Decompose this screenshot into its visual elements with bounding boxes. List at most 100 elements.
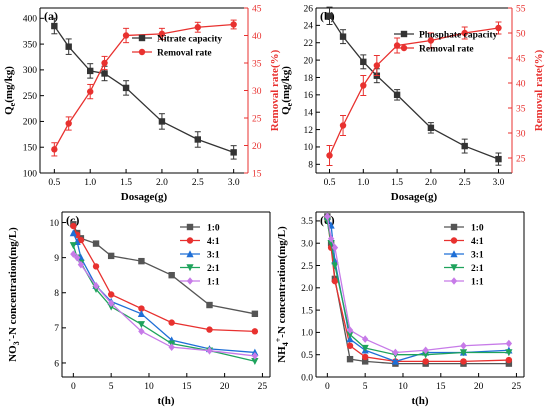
- data-point: [122, 32, 130, 39]
- legend-label: 1:1: [207, 278, 220, 288]
- y-tick-label: 200: [23, 118, 38, 128]
- y2-tick-label: 50: [516, 29, 526, 39]
- data-point: [69, 229, 77, 237]
- data-point: [158, 118, 166, 125]
- legend-marker: [186, 250, 194, 258]
- legend-label: Removal rate: [419, 45, 474, 55]
- data-point: [251, 348, 259, 356]
- data-point: [346, 355, 354, 363]
- y-title-sub: e: [285, 102, 294, 106]
- data-point: [73, 231, 81, 239]
- y-tick-label: 1.5: [301, 306, 313, 316]
- data-point: [361, 335, 369, 343]
- series-line: [53, 25, 234, 153]
- y-tick-label: 20: [304, 56, 314, 66]
- y-title-main: NO: [7, 345, 19, 362]
- y-tick-label: 400: [23, 15, 38, 25]
- series-line: [53, 23, 234, 150]
- data-point: [77, 253, 85, 261]
- data-point: [326, 152, 333, 159]
- legend-marker: [450, 237, 458, 244]
- data-point: [107, 299, 115, 308]
- y-tick-label: 16: [304, 91, 314, 101]
- x-tick-label: 15: [182, 382, 192, 392]
- data-point: [251, 358, 259, 366]
- legend-marker: [450, 264, 458, 272]
- data-point: [194, 24, 201, 31]
- data-point: [361, 358, 369, 365]
- series-line: [72, 224, 255, 315]
- series-line: [72, 232, 255, 354]
- data-point: [460, 358, 467, 365]
- legend-marker: [186, 237, 194, 244]
- data-point: [137, 321, 146, 329]
- data-point: [194, 136, 201, 143]
- data-point: [461, 29, 468, 37]
- y2-tick-label: 25: [252, 114, 262, 124]
- data-point: [92, 281, 100, 290]
- data-point: [422, 346, 429, 355]
- legend: 1:0 4:1 3:1 2:1 1:1: [444, 224, 484, 288]
- legend-marker: [186, 277, 194, 285]
- series-3-1: [323, 212, 513, 365]
- series-line: [72, 225, 255, 333]
- data-point: [77, 260, 85, 269]
- y-tick-label: 14: [304, 109, 314, 119]
- data-point: [107, 252, 115, 260]
- data-point: [422, 351, 430, 359]
- legend-label: 3:1: [471, 251, 484, 261]
- legend-label: 2:1: [207, 264, 220, 274]
- x-tick-label: 0: [71, 382, 76, 392]
- legend-label: Removal rate: [157, 49, 212, 59]
- data-point: [73, 253, 81, 262]
- data-point: [361, 353, 369, 361]
- y-title-sup: +: [274, 337, 283, 342]
- data-point: [138, 305, 145, 312]
- x-axis-title: t(h): [157, 395, 174, 407]
- legend-label: 1:1: [471, 278, 484, 288]
- y-tick-label: 250: [23, 92, 38, 102]
- data-point: [251, 310, 259, 318]
- x-tick-label: 2.0: [425, 178, 437, 188]
- y-axis-title: Qe(mg/kg): [280, 66, 294, 115]
- panel-a: 0.5 1.0 1.5 2.0 2.5 3.0 100 150 200 250 300 350 400 1…: [3, 4, 281, 203]
- data-point: [361, 344, 369, 352]
- y-tick-label: 1.0: [301, 329, 313, 339]
- data-point: [122, 84, 130, 92]
- y2-tick-label: 30: [252, 87, 262, 97]
- data-point: [460, 341, 467, 350]
- data-point: [346, 342, 354, 349]
- x-axis-title: t(h): [411, 395, 428, 407]
- y-tick-label: 3.5: [301, 217, 313, 227]
- legend-label: Phosphate capacity: [419, 31, 498, 41]
- panel-label: (a): [44, 9, 58, 23]
- legend-label: Nitrate capacity: [157, 35, 222, 45]
- data-point: [331, 243, 339, 252]
- data-point: [360, 58, 367, 66]
- y-title-sup: -: [5, 338, 14, 341]
- data-point: [327, 234, 335, 243]
- data-point: [87, 67, 94, 75]
- y-tick-label: 6: [54, 359, 59, 369]
- legend-marker: [186, 223, 194, 231]
- data-point: [427, 37, 435, 44]
- data-point: [346, 331, 354, 339]
- data-point: [339, 33, 347, 40]
- y2-tick-label: 35: [516, 104, 526, 114]
- y-tick-label: 0.0: [301, 373, 313, 383]
- y-tick-label: 18: [304, 74, 314, 84]
- y2-tick-label: 30: [516, 129, 526, 139]
- data-point: [326, 12, 333, 20]
- data-point: [69, 242, 77, 250]
- x-tick-label: 0: [325, 382, 330, 392]
- y2-tick-label: 35: [252, 59, 262, 69]
- x-tick-label: 0.5: [48, 178, 60, 188]
- data-point: [168, 271, 175, 279]
- legend-label: 4:1: [471, 237, 484, 247]
- y-tick-label: 10: [304, 143, 314, 153]
- data-point: [427, 124, 435, 132]
- y2-tick-label: 40: [516, 79, 526, 89]
- legend-label: 3:1: [207, 251, 220, 261]
- data-point: [206, 301, 213, 309]
